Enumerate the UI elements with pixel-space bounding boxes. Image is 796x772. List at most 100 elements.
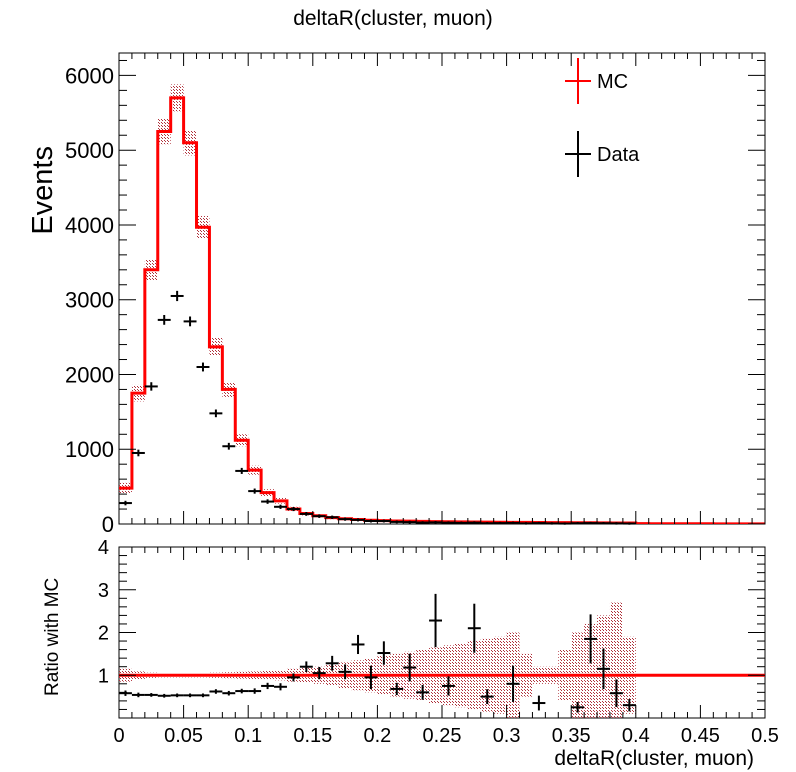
ratio-point [170,693,184,698]
data-point [609,522,623,525]
data-point [416,521,430,524]
y-tick-label: 6000 [65,63,114,88]
legend-data-label: Data [597,144,640,166]
x-tick-label: 0.5 [751,725,779,747]
data-point [480,522,494,525]
x-tick-label: 0.2 [363,725,391,747]
x-tick-label: 0.05 [164,725,203,747]
ratio-y-axis-label: Ratio with MC [42,578,63,696]
ratio-point [274,683,287,691]
ratio-point [377,641,391,665]
ratio-point [222,690,236,696]
data-point [209,409,223,418]
ratio-points [119,593,636,713]
mc-histogram-line [119,96,765,524]
ratio-point [325,655,339,671]
ratio-point [131,692,145,698]
data-point [545,522,559,525]
ratio-point [506,665,520,702]
data-point [351,518,365,522]
ratio-uncertainty-band [119,602,636,718]
main-plot-frame [118,52,766,525]
ratio-point [338,664,352,680]
ratio-band-bin [584,623,598,718]
x-tick-label: 0.3 [493,725,521,747]
data-point [235,467,249,474]
data-points [119,290,636,525]
mc-uncertainty-band [119,84,765,524]
data-point [222,442,236,450]
data-point [467,521,481,524]
data-point [429,520,442,524]
data-point [144,382,158,391]
data-point [532,521,546,525]
main-x-ticks [118,53,766,524]
data-point [493,521,507,525]
ratio-point [364,665,378,690]
main-y-axis: 0 1000 2000 3000 4000 5000 6000 [65,59,765,537]
ratio-point [183,693,197,698]
data-point [519,522,533,525]
ratio-point [351,634,365,655]
data-point [248,488,262,494]
data-point [364,519,378,523]
data-point [131,449,145,457]
ratio-point [312,666,326,680]
ratio-y-tick-label: 2 [98,623,109,645]
y-tick-label: 2000 [65,362,114,387]
x-tick-label: 0.35 [552,725,591,747]
data-point [312,514,326,518]
x-axis-label: deltaR(cluster, muon) [554,747,754,770]
ratio-point [571,702,585,713]
ratio-point [622,699,636,712]
y-tick-label: 5000 [65,138,114,163]
y-axis-label: Events [27,146,59,235]
data-point [183,316,197,327]
y-tick-label: 4000 [65,213,114,238]
ratio-point [467,603,481,653]
ratio-point [442,676,455,696]
ratio-band-bin [609,602,623,718]
data-point [442,521,455,524]
data-point [506,521,520,525]
ratio-point [119,690,132,696]
ratio-point [597,648,610,690]
ratio-y-tick-label: 1 [98,665,109,687]
data-point [390,520,404,524]
data-point [338,517,352,521]
legend-entry-data: Data [565,131,640,177]
legend: MC Data [565,58,640,177]
ratio-point [157,693,171,698]
data-point [325,515,339,519]
legend-mc-label: MC [597,71,628,93]
data-point [403,520,417,524]
x-tick-label: 0.45 [681,725,720,747]
y-tick-label: 3000 [65,288,114,313]
ratio-y-axis: 1 2 3 4 [98,537,765,710]
x-tick-label: 0.25 [423,725,462,747]
ratio-point [196,693,210,698]
data-point [261,499,275,504]
data-point [299,512,313,516]
x-tick-label: 0.15 [293,725,332,747]
data-point [157,315,171,325]
ratio-point [144,693,158,697]
data-point [622,522,636,525]
data-point [170,290,184,302]
ratio-point [609,679,623,708]
data-point [558,522,572,525]
ratio-point [261,682,275,690]
ratio-y-tick-label: 4 [98,537,109,559]
ratio-point [235,688,249,694]
ratio-point [299,661,313,672]
ratio-y-tick-label: 3 [98,580,109,602]
ratio-point [429,593,442,648]
x-tick-label: 0 [113,725,124,747]
ratio-x-axis: 0 0.05 0.1 0.15 0.2 0.25 0.3 0.35 0.4 0.45 0.5 [113,547,779,747]
ratio-point [416,684,430,700]
data-point [286,507,300,512]
ratio-point [286,673,300,682]
ratio-panel: 0 0.05 0.1 0.15 0.2 0.25 0.3 0.35 0.4 0.45 0.5 1 2 3… [42,537,779,770]
ratio-point [390,682,404,696]
